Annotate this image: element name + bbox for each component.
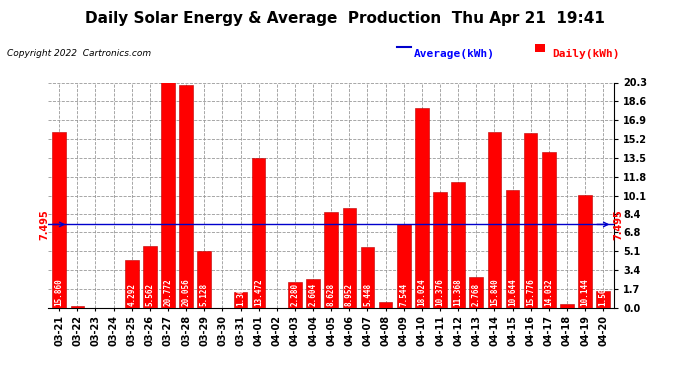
Text: 2.604: 2.604 bbox=[308, 283, 317, 306]
Bar bbox=[379, 302, 393, 307]
Text: 15.860: 15.860 bbox=[55, 278, 63, 306]
Bar bbox=[578, 195, 592, 308]
Text: 7.495: 7.495 bbox=[39, 209, 49, 240]
Bar bbox=[143, 246, 157, 308]
Text: 10.376: 10.376 bbox=[435, 278, 444, 306]
Bar bbox=[397, 224, 411, 308]
Text: 10.644: 10.644 bbox=[508, 278, 517, 306]
Bar bbox=[252, 158, 266, 308]
Text: 2.280: 2.280 bbox=[290, 283, 299, 306]
Bar bbox=[560, 304, 574, 307]
Bar bbox=[596, 291, 610, 308]
Bar bbox=[524, 133, 538, 308]
Text: 4.292: 4.292 bbox=[127, 283, 136, 306]
Text: 15.840: 15.840 bbox=[490, 278, 499, 306]
Bar bbox=[415, 108, 428, 307]
Text: 20.772: 20.772 bbox=[164, 278, 172, 306]
Text: 11.368: 11.368 bbox=[453, 278, 462, 306]
Text: 10.144: 10.144 bbox=[580, 278, 589, 306]
Bar bbox=[324, 212, 338, 308]
Text: 5.448: 5.448 bbox=[363, 283, 372, 306]
Text: 14.032: 14.032 bbox=[544, 278, 553, 306]
Text: Copyright 2022  Cartronics.com: Copyright 2022 Cartronics.com bbox=[7, 49, 151, 58]
Text: 5.562: 5.562 bbox=[146, 283, 155, 306]
Text: 5.128: 5.128 bbox=[200, 283, 209, 306]
Bar bbox=[197, 251, 211, 308]
Text: 7.544: 7.544 bbox=[400, 283, 408, 306]
Text: 1.360: 1.360 bbox=[236, 283, 245, 306]
Text: 15.776: 15.776 bbox=[526, 278, 535, 306]
Text: 20.056: 20.056 bbox=[181, 278, 190, 306]
Bar bbox=[488, 132, 501, 308]
Bar bbox=[161, 77, 175, 308]
Text: 18.024: 18.024 bbox=[417, 278, 426, 306]
Text: 8.952: 8.952 bbox=[345, 283, 354, 306]
Text: Daily Solar Energy & Average  Production  Thu Apr 21  19:41: Daily Solar Energy & Average Production … bbox=[85, 11, 605, 26]
Bar bbox=[125, 260, 139, 308]
Text: 8.628: 8.628 bbox=[326, 283, 336, 306]
Bar bbox=[542, 152, 555, 308]
Text: 2.768: 2.768 bbox=[472, 283, 481, 306]
Bar bbox=[342, 208, 356, 308]
Text: 13.472: 13.472 bbox=[254, 278, 263, 306]
Bar bbox=[288, 282, 302, 308]
Text: 7.495: 7.495 bbox=[613, 209, 623, 240]
Bar bbox=[361, 247, 374, 308]
Bar bbox=[433, 192, 447, 308]
Bar bbox=[70, 306, 84, 308]
Bar bbox=[179, 85, 193, 308]
Text: 1.504: 1.504 bbox=[599, 283, 608, 306]
Text: Daily(kWh): Daily(kWh) bbox=[552, 49, 620, 59]
Bar bbox=[306, 279, 320, 308]
Bar bbox=[506, 189, 520, 308]
Bar bbox=[52, 132, 66, 308]
Bar bbox=[469, 277, 483, 308]
Text: Average(kWh): Average(kWh) bbox=[414, 49, 495, 59]
Bar bbox=[451, 182, 465, 308]
Bar bbox=[234, 292, 247, 308]
